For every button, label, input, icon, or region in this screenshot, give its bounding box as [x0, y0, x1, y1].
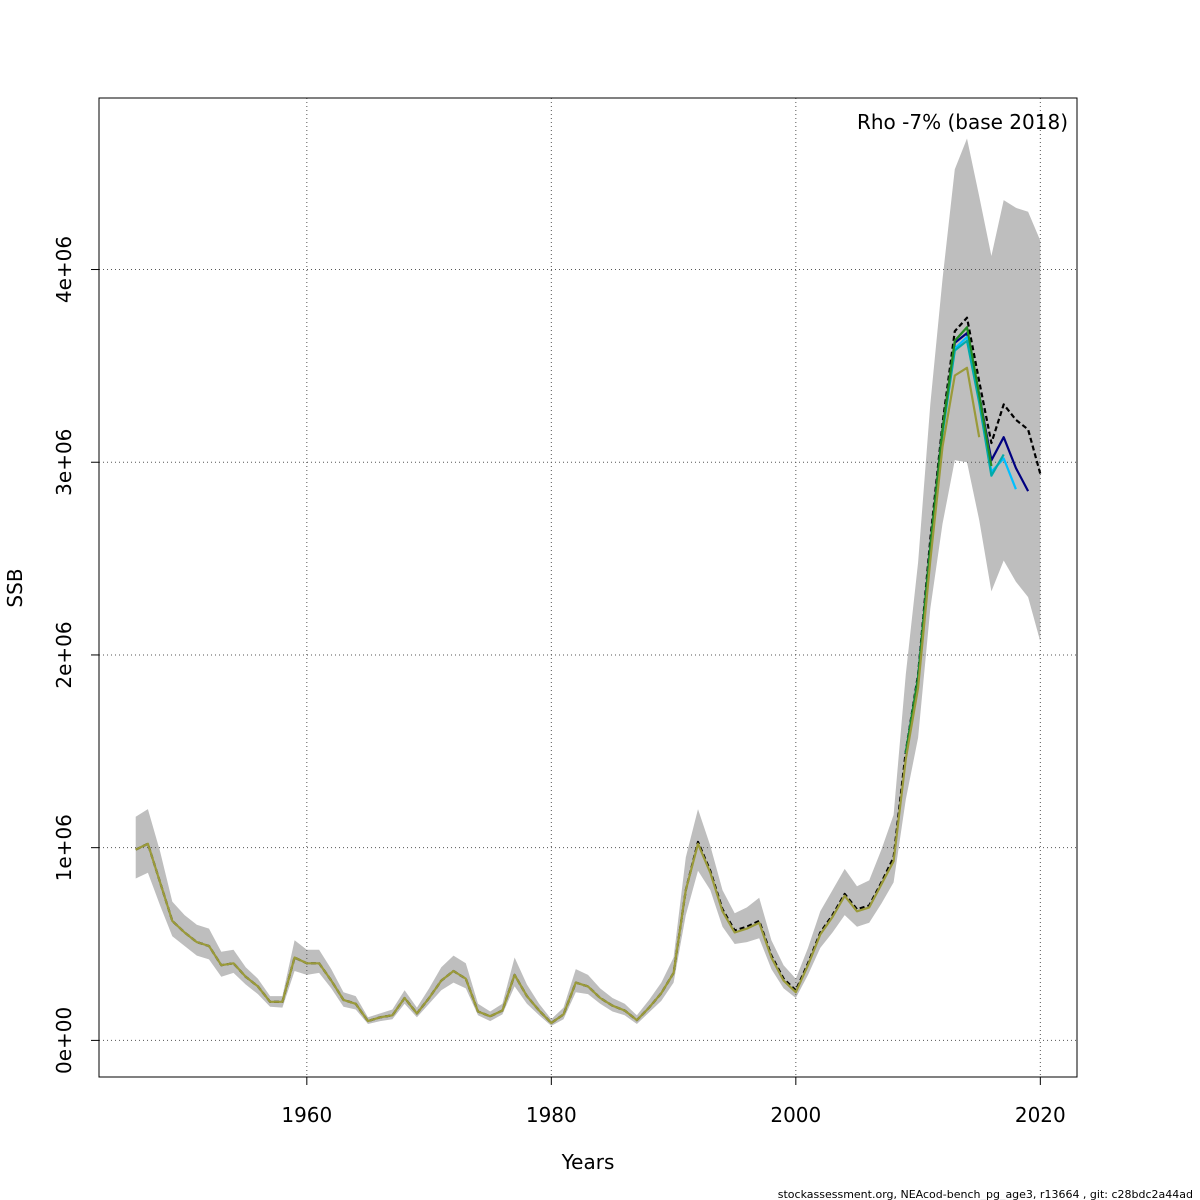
x-tick-label: 2000 [770, 1103, 821, 1127]
y-tick-label: 1e+06 [52, 814, 76, 881]
x-axis: 1960 1980 2000 2020 [281, 1077, 1066, 1127]
footer-credit: stockassessment.org, NEAcod-bench_pg_age… [778, 1188, 1193, 1200]
y-tick-label: 0e+00 [52, 1007, 76, 1074]
grid-layer [99, 98, 1077, 1077]
x-tick-label: 1960 [281, 1103, 332, 1127]
series-layer [135, 316, 1042, 1025]
y-tick-label: 3e+06 [52, 429, 76, 496]
y-tick-label: 2e+06 [52, 621, 76, 688]
x-axis-title: Years [561, 1150, 615, 1174]
rho-annotation: Rho -7% (base 2018) [857, 110, 1068, 134]
x-tick-label: 2020 [1015, 1103, 1066, 1127]
y-tick-label: 4e+06 [52, 236, 76, 303]
confidence-band-layer [135, 138, 1041, 1026]
confidence-band [135, 138, 1041, 1026]
series-line-6 [135, 366, 981, 1025]
x-tick-label: 1980 [526, 1103, 577, 1127]
y-axis-title: SSB [3, 568, 27, 607]
plot-frame [98, 97, 1078, 1078]
y-axis: 0e+00 1e+06 2e+06 3e+06 4e+06 [52, 236, 99, 1074]
